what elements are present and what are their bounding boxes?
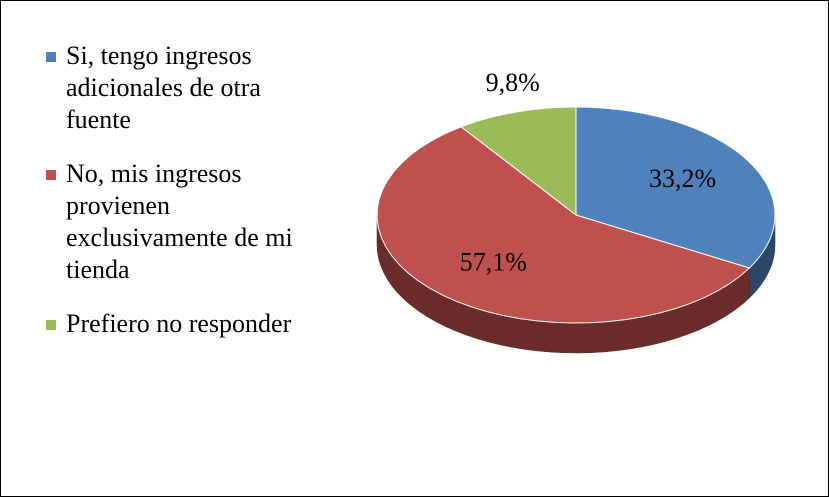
data-label: 57,1% [460, 248, 527, 277]
pie-slice [575, 106, 776, 269]
legend-entry: Prefiero no responder [44, 308, 306, 340]
legend-swatch [46, 320, 56, 330]
legend-swatch [46, 52, 56, 62]
legend-entry: No, mis ingresos provienen exclusivament… [44, 158, 306, 286]
legend-entry: Si, tengo ingresos adicionales de otra f… [44, 40, 306, 136]
legend-label: No, mis ingresos provienen exclusivament… [66, 159, 293, 284]
legend-swatch [46, 170, 56, 180]
legend-label: Prefiero no responder [66, 309, 292, 338]
pie-slice [460, 106, 577, 217]
pie-slice [376, 126, 751, 324]
legend-label: Si, tengo ingresos adicionales de otra f… [66, 41, 261, 134]
data-label: 9,8% [486, 68, 540, 97]
data-label: 33,2% [649, 164, 716, 193]
legend: Si, tengo ingresos adicionales de otra f… [44, 40, 306, 362]
